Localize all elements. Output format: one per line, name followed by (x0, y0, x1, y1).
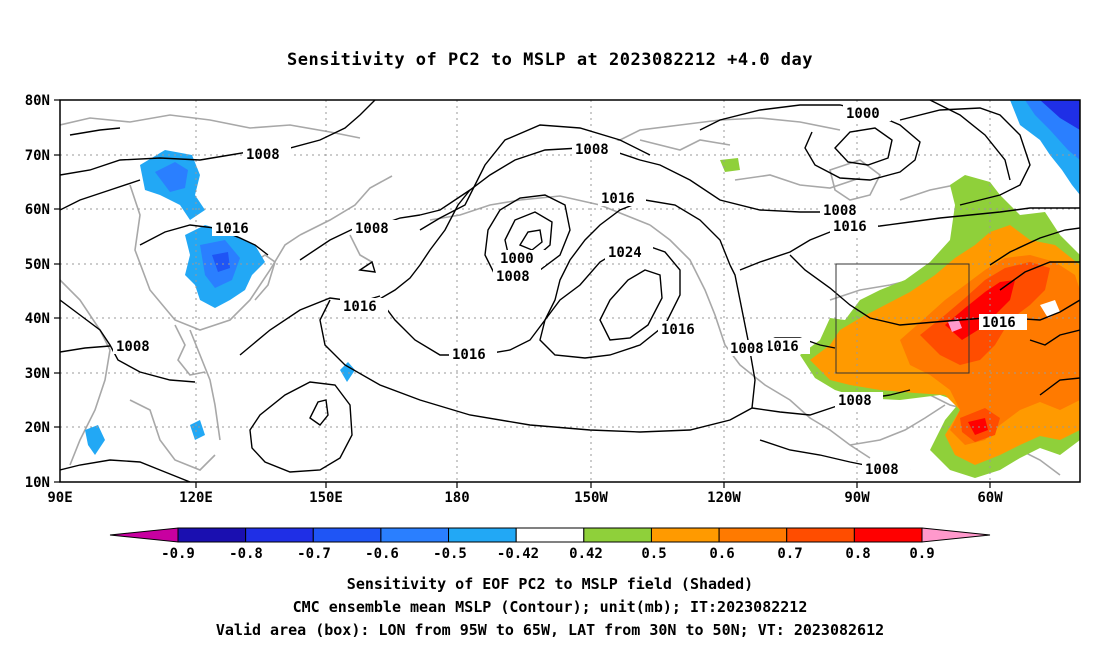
contour-label: 1008 (246, 147, 280, 163)
lat-label: 80N (25, 93, 50, 109)
contour-label: 1008 (355, 221, 389, 237)
contour-label: 1016 (661, 322, 695, 338)
lon-label: 180 (444, 490, 469, 506)
contour-label: 1008 (730, 341, 764, 357)
lon-label: 90E (47, 490, 72, 506)
colorbar-swatch (650, 527, 720, 543)
contour-label: 1000 (500, 251, 534, 267)
lon-label: 60W (977, 490, 1003, 506)
lon-label: 150E (309, 490, 343, 506)
longitude-labels: 90E 120E 150E 180 150W 120W 90W 60W (47, 490, 1003, 506)
colorbar-swatch (312, 527, 382, 543)
axis-ticks (54, 99, 991, 488)
colorbar-swatch (583, 527, 652, 543)
contour-label: 1008 (865, 462, 899, 478)
colorbar-low-extend (109, 527, 179, 543)
caption-valid-area: Valid area (box): LON from 95W to 65W, L… (215, 621, 885, 639)
colorbar-swatch (245, 527, 314, 543)
colorbar-swatch (380, 527, 450, 543)
lon-label: 120W (707, 490, 741, 506)
lat-label: 20N (25, 420, 50, 436)
latitude-labels: 80N 70N 60N 50N 40N 30N 20N 10N (25, 93, 50, 491)
colorbar-boxes (177, 527, 923, 543)
lon-label: 150W (574, 490, 608, 506)
positive-sensitivity-shading (720, 158, 1080, 478)
colorbar-label: 0.7 (777, 546, 802, 562)
colorbar-swatch (448, 527, 517, 543)
colorbar-swatch (718, 527, 788, 543)
colorbar-label: -0.9 (161, 546, 195, 562)
colorbar-label: -0.42 (497, 546, 539, 562)
contour-label: 1016 (982, 315, 1016, 331)
colorbar-swatch (177, 527, 247, 543)
colorbar-high-extend (921, 527, 991, 543)
colorbar-label: 0.5 (641, 546, 666, 562)
valid-area-box (835, 263, 970, 374)
colorbar-label: -0.5 (433, 546, 467, 562)
lon-label: 120E (179, 490, 213, 506)
lon-label: 90W (844, 490, 870, 506)
lat-label: 60N (25, 202, 50, 218)
lat-label: 10N (25, 475, 50, 491)
contour-label: 1000 (846, 106, 880, 122)
contour-label: 1024 (608, 245, 642, 261)
lat-label: 30N (25, 366, 50, 382)
caption-contour: CMC ensemble mean MSLP (Contour); unit(m… (292, 598, 808, 616)
contour-label: 1008 (116, 339, 150, 355)
lat-label: 40N (25, 311, 50, 327)
contour-label: 1016 (833, 219, 867, 235)
colorbar-label: 0.9 (909, 546, 934, 562)
colorbar-label: 0.6 (709, 546, 734, 562)
colorbar-label: -0.6 (365, 546, 399, 562)
lat-label: 50N (25, 257, 50, 273)
lat-label: 70N (25, 148, 50, 164)
colorbar-label: -0.8 (229, 546, 263, 562)
contour-label: 1008 (823, 203, 857, 219)
contour-labels: 1008 1016 1008 1008 1008 1016 1016 1000 … (113, 105, 1027, 478)
contour-label: 1016 (765, 339, 799, 355)
colorbar-label: 0.42 (569, 546, 603, 562)
colorbar-label: -0.7 (297, 546, 331, 562)
colorbar-labels: -0.9 -0.8 -0.7 -0.6 -0.5 -0.42 0.42 0.5 … (161, 546, 935, 562)
colorbar-swatch (515, 527, 585, 543)
colorbar-swatch (853, 527, 923, 543)
contour-label: 1016 (343, 299, 377, 315)
contour-label: 1008 (575, 142, 609, 158)
colorbar: -0.9 -0.8 -0.7 -0.6 -0.5 -0.42 0.42 0.5 … (109, 527, 991, 562)
contour-label: 1016 (601, 191, 635, 207)
contour-label: 1016 (452, 347, 486, 363)
colorbar-label: 0.8 (845, 546, 870, 562)
contour-label: 1016 (215, 221, 249, 237)
caption-shaded: Sensitivity of EOF PC2 to MSLP field (Sh… (346, 575, 754, 593)
map-frame (59, 99, 1081, 483)
contour-label: 1008 (838, 393, 872, 409)
page-title: Sensitivity of PC2 to MSLP at 2023082212… (286, 50, 813, 70)
contour-label: 1008 (496, 269, 530, 285)
colorbar-swatch (786, 527, 855, 543)
